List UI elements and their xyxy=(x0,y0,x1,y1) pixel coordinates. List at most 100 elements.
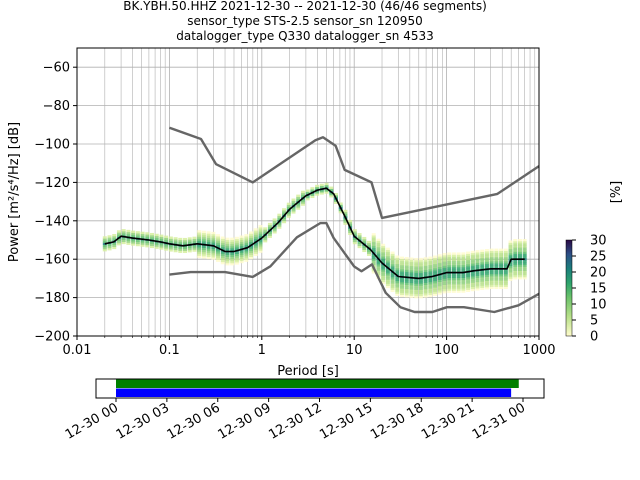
pdf-cell xyxy=(244,257,249,260)
pdf-cell xyxy=(201,251,206,255)
availability-tick-label: 12-30 00 xyxy=(63,400,121,442)
availability-tick-label: 12-30 12 xyxy=(266,400,324,442)
pdf-cell xyxy=(385,249,390,253)
pdf-cell xyxy=(230,258,235,262)
pdf-cell xyxy=(206,231,211,234)
pdf-cell xyxy=(442,269,447,273)
pdf-cell xyxy=(197,238,202,242)
pdf-cell xyxy=(291,202,296,206)
pdf-cell xyxy=(225,254,230,257)
pdf-cell xyxy=(433,255,438,258)
pdf-cell xyxy=(447,286,452,289)
pdf-cell xyxy=(475,258,480,261)
pdf-cell xyxy=(475,254,480,257)
pdf-cell xyxy=(494,263,499,266)
pdf-cell xyxy=(357,245,362,249)
pdf-cell xyxy=(140,233,145,237)
pdf-cell xyxy=(414,262,419,265)
pdf-cell xyxy=(517,241,522,244)
pdf-cell xyxy=(400,256,405,260)
pdf-cell xyxy=(418,257,423,261)
pdf-cell xyxy=(480,258,485,261)
pdf-cell xyxy=(371,256,376,259)
pdf-cell xyxy=(253,245,258,248)
pdf-cell xyxy=(400,288,405,291)
pdf-cell xyxy=(234,260,239,263)
pdf-cell xyxy=(522,241,527,244)
pdf-cell xyxy=(367,253,372,256)
pdf-cell xyxy=(442,261,447,264)
pdf-cell xyxy=(126,242,131,245)
pdf-cell xyxy=(135,241,140,245)
pdf-cell xyxy=(433,261,438,265)
pdf-cell xyxy=(282,212,287,215)
pdf-cell xyxy=(381,279,386,283)
pdf-cell xyxy=(418,293,423,297)
pdf-cell xyxy=(164,239,169,243)
pdf-cell xyxy=(517,272,522,276)
pdf-cell xyxy=(249,235,254,239)
pdf-cell xyxy=(390,289,395,292)
pdf-cell xyxy=(286,213,291,216)
pdf-cell xyxy=(395,293,400,296)
pdf-cell xyxy=(418,295,423,299)
pdf-cell xyxy=(390,262,395,265)
pdf-cell xyxy=(461,256,466,259)
pdf-cell xyxy=(395,285,400,288)
pdf-cell xyxy=(428,273,433,276)
pdf-cell xyxy=(197,234,202,237)
pdf-cell xyxy=(244,240,249,243)
pdf-cell xyxy=(187,239,192,242)
pdf-cell xyxy=(310,195,315,199)
pdf-cell xyxy=(376,245,381,248)
pdf-cell xyxy=(451,288,456,291)
pdf-cell xyxy=(220,240,225,244)
pdf-cell xyxy=(367,251,372,254)
pdf-cell xyxy=(494,271,499,275)
pdf-cell xyxy=(499,261,504,264)
pdf-cell xyxy=(480,251,485,255)
pdf-cell xyxy=(494,250,499,254)
pdf-cell xyxy=(390,274,395,278)
pdf-cell xyxy=(239,239,244,243)
pdf-cell xyxy=(376,272,381,275)
pdf-cell xyxy=(102,240,107,243)
pdf-cell xyxy=(513,251,518,255)
pdf-cell xyxy=(466,260,471,263)
pdf-cell xyxy=(116,240,121,244)
pdf-cell xyxy=(423,272,428,275)
pdf-cell xyxy=(178,246,183,249)
availability-bar xyxy=(116,379,519,388)
pdf-cell xyxy=(197,253,202,256)
pdf-cell xyxy=(423,286,428,290)
pdf-cell xyxy=(154,233,159,237)
pdf-cell xyxy=(513,247,518,250)
pdf-cell xyxy=(447,267,452,270)
pdf-cell xyxy=(296,196,301,200)
pdf-cell xyxy=(253,247,258,250)
pdf-cell xyxy=(508,251,513,254)
pdf-cell xyxy=(503,269,508,273)
pdf-cell xyxy=(418,289,423,292)
pdf-cell xyxy=(305,191,310,195)
pdf-cell xyxy=(494,286,499,290)
pdf-cell xyxy=(385,260,390,263)
pdf-cell xyxy=(126,240,131,243)
pdf-cell xyxy=(381,254,386,257)
x-axis-ticks: 0.01 0.1 1 10 100 1000 xyxy=(63,336,556,358)
availability-tick-label: 12-30 21 xyxy=(419,400,477,442)
pdf-cell xyxy=(517,245,522,248)
pdf-cell xyxy=(461,260,466,264)
pdf-cell xyxy=(409,295,414,298)
pdf-cell xyxy=(216,248,221,252)
pdf-cell xyxy=(211,233,216,237)
pdf-cell xyxy=(466,262,471,265)
pdf-cell xyxy=(329,188,334,192)
pdf-cell xyxy=(503,282,508,285)
pdf-cell xyxy=(121,237,126,240)
availability-tick-label: 12-30 18 xyxy=(368,400,426,442)
pdf-cell xyxy=(315,184,320,188)
pdf-cell xyxy=(390,268,395,271)
colorbar-tick-label: 20 xyxy=(590,266,607,281)
pdf-cell xyxy=(499,257,504,260)
